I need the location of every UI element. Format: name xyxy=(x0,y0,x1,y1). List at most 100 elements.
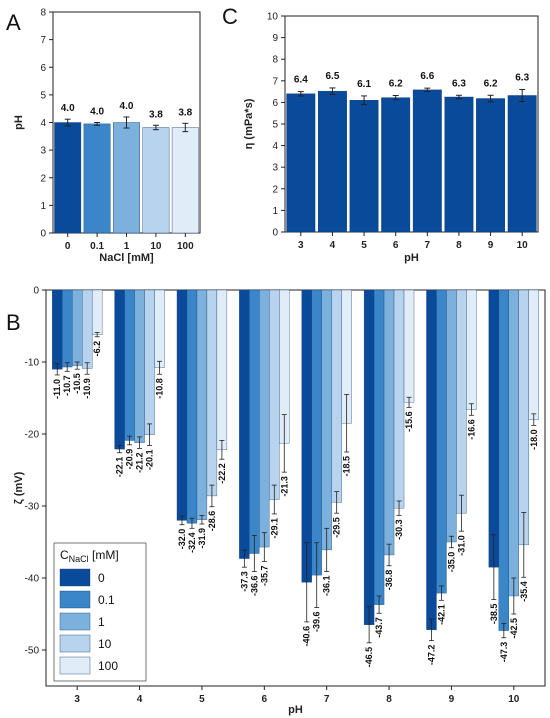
legend-item-label: 0.1 xyxy=(98,593,115,607)
bar xyxy=(383,289,395,556)
bar xyxy=(196,289,208,520)
bar xyxy=(301,289,312,583)
y-tick-label: 5 xyxy=(272,120,278,131)
bar xyxy=(91,289,103,335)
bar xyxy=(403,289,415,403)
legend-title-subscript: NaCl xyxy=(69,554,89,564)
data-label: -18.5 xyxy=(342,456,352,477)
data-label: -32.0 xyxy=(177,529,187,550)
bar xyxy=(114,289,125,450)
bar xyxy=(144,289,155,435)
bar xyxy=(259,289,270,548)
y-tick-label: 6 xyxy=(40,63,46,74)
panel-label-a: A xyxy=(6,10,21,35)
bar xyxy=(381,97,411,233)
data-label: -21.3 xyxy=(279,476,289,497)
bar xyxy=(426,289,437,631)
bar xyxy=(466,289,477,410)
data-label: -40.6 xyxy=(302,626,312,647)
x-tick-label: 8 xyxy=(386,694,392,705)
data-label: -42.1 xyxy=(436,604,446,625)
data-label: -21.2 xyxy=(135,452,145,473)
bar xyxy=(518,289,529,546)
y-tick-label: 1 xyxy=(40,201,46,212)
bar xyxy=(444,96,474,233)
legend-item-label: 0 xyxy=(98,571,105,585)
bar xyxy=(488,289,500,568)
bar xyxy=(321,289,332,551)
y-tick-label: -50 xyxy=(25,646,40,657)
x-tick-label: 6 xyxy=(393,240,399,251)
panel-label-b: B xyxy=(6,310,21,335)
bar xyxy=(142,127,170,234)
data-label: -11.0 xyxy=(52,379,62,399)
bar xyxy=(113,122,140,234)
data-label: -43.7 xyxy=(374,617,384,638)
legend-title-main: C xyxy=(60,548,69,562)
x-tick-label: 5 xyxy=(361,240,367,251)
data-label: 6.3 xyxy=(515,72,529,83)
x-tick-label: 5 xyxy=(199,694,205,705)
y-tick-label: -10 xyxy=(25,358,40,369)
bar xyxy=(134,289,145,443)
x-tick-label: 100 xyxy=(177,241,194,252)
x-axis-label: NaCl [mM] xyxy=(99,252,154,264)
bar xyxy=(176,289,188,521)
data-label: -18.0 xyxy=(529,429,539,450)
x-tick-label: 3 xyxy=(74,694,80,705)
data-label: -22.2 xyxy=(217,463,227,484)
y-tick-label: 8 xyxy=(272,55,278,66)
y-tick-label: 0 xyxy=(272,228,278,239)
data-label: 6.3 xyxy=(452,78,466,89)
y-tick-label: 7 xyxy=(272,76,278,87)
y-tick-label: 8 xyxy=(40,8,46,19)
data-label: -20.1 xyxy=(145,450,155,471)
data-label: -32.4 xyxy=(187,532,197,553)
bar xyxy=(508,289,519,597)
x-tick-label: 10 xyxy=(150,241,162,252)
y-tick-label: 4 xyxy=(272,141,278,152)
legend-swatch xyxy=(59,612,91,631)
legend-swatch xyxy=(59,568,91,587)
x-tick-label: 10 xyxy=(517,240,529,251)
data-label: -10.8 xyxy=(155,378,165,399)
x-tick-label: 9 xyxy=(488,240,494,251)
data-label: -47.3 xyxy=(499,642,509,663)
data-label: -10.5 xyxy=(72,373,82,394)
bar xyxy=(528,289,539,420)
y-axis-label: ζ (mV) xyxy=(13,471,25,504)
chart-c: 0 1 2 3 4 5 6 7 8 9 10 6.4 3 6.5 4 6.1 5 6.2 6 6.6 7 6.3 8 6.2 9… xyxy=(243,12,539,264)
data-label: -36.1 xyxy=(322,576,332,597)
legend-item-label: 100 xyxy=(98,659,118,673)
legend-swatch xyxy=(59,656,91,675)
bar xyxy=(318,90,347,233)
x-tick-label: 7 xyxy=(324,694,330,705)
x-tick-label: 4 xyxy=(137,694,143,705)
data-label: -35.7 xyxy=(259,565,269,586)
bar xyxy=(249,289,260,554)
bar xyxy=(507,95,537,233)
data-label: -28.6 xyxy=(207,511,217,532)
y-tick-label: 1 xyxy=(272,206,278,217)
legend-swatch xyxy=(59,590,91,609)
y-tick-label: 6 xyxy=(272,98,278,109)
bar xyxy=(456,289,467,514)
data-label: -6.2 xyxy=(92,341,102,357)
bar xyxy=(349,100,379,233)
y-tick-label: -20 xyxy=(25,430,40,441)
y-tick-label: -40 xyxy=(25,574,40,585)
bar xyxy=(186,289,198,524)
bar xyxy=(216,289,228,451)
x-tick-label: 0.1 xyxy=(90,241,104,252)
y-tick-label: 2 xyxy=(272,184,278,195)
x-axis-label: pH xyxy=(404,252,419,264)
legend-item-label: 1 xyxy=(98,615,105,629)
bar xyxy=(239,289,250,559)
y-axis-label: η (mPa*s) xyxy=(243,98,255,149)
data-label: -36.6 xyxy=(249,576,259,597)
bar xyxy=(446,289,457,543)
data-label: -29.1 xyxy=(269,518,279,539)
legend-title: CNaCl [mM] xyxy=(60,548,119,564)
data-label: 6.2 xyxy=(484,78,498,89)
data-label: 6.4 xyxy=(294,75,308,86)
